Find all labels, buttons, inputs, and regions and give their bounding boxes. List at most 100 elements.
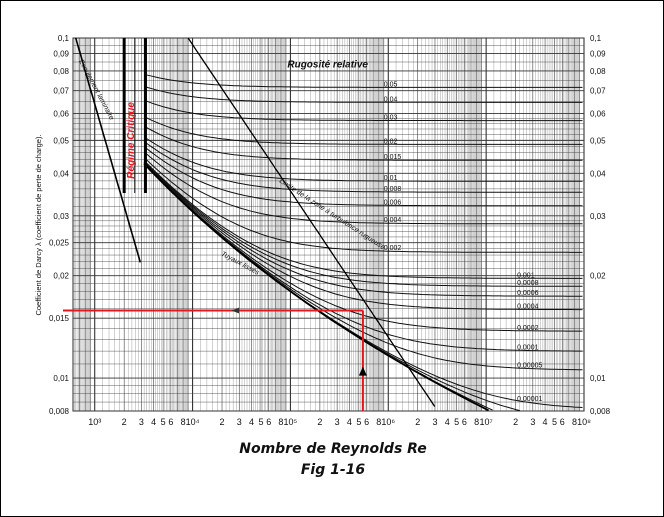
roughness-curve — [143, 157, 583, 253]
y-tick-label-left: 0,05 — [53, 136, 69, 145]
x-tick-label: 10⁷ — [480, 417, 493, 427]
y-tick-label-left: 0,025 — [49, 239, 70, 248]
x-tick-label: 10⁶ — [381, 417, 395, 427]
x-tick-label: 2 — [317, 417, 322, 427]
x-tick-label: 5 — [454, 417, 459, 427]
y-tick-label-left: 0,04 — [53, 169, 69, 178]
x-tick-labels: 10³ 2 3 4 5 6 8 10⁴ 2 3 4 5 6 8 10⁵ 2 3 4 5 6 8 10⁶ 2 3 4 5 6 8 10⁷ 2… — [88, 417, 591, 427]
critical-region: Régime Critique — [122, 38, 147, 194]
y-tick-label-left: 0,015 — [49, 314, 70, 323]
x-tick-label: 8 — [278, 417, 283, 427]
roughness-label: 0,002 — [384, 245, 402, 252]
x-tick-label: 5 — [258, 417, 263, 427]
x-tick-label: 5 — [356, 417, 361, 427]
roughness-label: 0,015 — [384, 154, 402, 161]
y-tick-label-left: 0,1 — [58, 34, 70, 43]
x-tick-label: 6 — [364, 417, 369, 427]
x-tick-label: 4 — [347, 417, 352, 427]
roughness-curve — [143, 160, 583, 287]
y-tick-label-right: 0,008 — [590, 407, 611, 416]
reading-up-arrow — [358, 366, 367, 376]
x-tick-label: 4 — [543, 417, 548, 427]
y-tick-label-right: 0,1 — [590, 34, 602, 43]
roughness-curve — [143, 73, 583, 88]
y-tick-label-right: 0,08 — [590, 67, 606, 76]
y-tick-label-right: 0,02 — [590, 272, 606, 281]
x-tick-label: 10⁸ — [577, 417, 591, 427]
y-tick-label-left: 0,008 — [49, 407, 70, 416]
y-tick-labels: 0,1 0,1 0,09 0,09 0,08 0,08 0,07 0,07 0,06 0,06 0,… — [49, 34, 611, 416]
roughness-label: 0,00005 — [517, 362, 542, 369]
roughness-curve — [143, 160, 583, 279]
roughness-curve — [143, 125, 583, 161]
x-tick-label: 4 — [445, 417, 450, 427]
reading-lines — [63, 307, 367, 411]
roughness-label: 0,01 — [384, 175, 398, 182]
x-axis-title: Nombre de Reynolds Re — [239, 441, 427, 457]
roughness-label: 0,0002 — [517, 325, 539, 332]
x-tick-label: 3 — [335, 417, 340, 427]
roughness-curve — [143, 146, 583, 207]
x-tick-label: 10⁴ — [186, 417, 200, 427]
y-axis-title: Coefficient de Darcy λ (coefficient de p… — [34, 134, 43, 315]
y-tick-label-right: 0,03 — [590, 212, 606, 221]
roughness-label: 0,02 — [384, 138, 398, 145]
y-tick-label-left: 0,02 — [53, 272, 69, 281]
roughness-curve — [143, 116, 583, 145]
roughness-curve — [143, 85, 583, 103]
roughness-curve — [143, 141, 583, 193]
x-tick-label: 4 — [249, 417, 254, 427]
roughness-curve — [143, 151, 583, 225]
figure-caption: Fig 1-16 — [300, 462, 366, 478]
plot-area — [72, 37, 585, 412]
roughness-curve — [143, 136, 583, 182]
x-tick-label: 2 — [415, 417, 420, 427]
roughness-label: 0,0006 — [517, 290, 539, 297]
x-tick-label: 10³ — [88, 417, 101, 427]
roughness-label: 0,05 — [384, 81, 398, 88]
roughness-label: 0,0004 — [517, 303, 539, 310]
roughness-label: 0,0001 — [517, 344, 539, 351]
x-tick-label: 8 — [376, 417, 381, 427]
roughness-label: 0,004 — [384, 217, 402, 224]
rough-zone-limit-line — [187, 37, 436, 407]
x-tick-label: 3 — [139, 417, 144, 427]
roughness-label: 0,03 — [384, 114, 398, 121]
x-tick-label: 8 — [181, 417, 186, 427]
roughness-label: 0,04 — [384, 96, 398, 103]
y-tick-label-left: 0,03 — [53, 212, 69, 221]
laminar-line — [74, 37, 142, 263]
x-tick-label: 6 — [560, 417, 565, 427]
y-tick-label-left: 0,09 — [53, 50, 69, 59]
x-tick-label: 2 — [122, 417, 127, 427]
x-tick-label: 8 — [572, 417, 577, 427]
x-tick-label: 6 — [462, 417, 467, 427]
y-tick-label-left: 0,07 — [53, 87, 69, 96]
x-tick-label: 2 — [220, 417, 225, 427]
y-tick-label-left: 0,01 — [53, 374, 69, 383]
roughness-label: 0,00001 — [517, 396, 542, 403]
roughness-labels: 0,05 0,04 0,03 0,02 0,015 0,01 0,008 0,006 0,004… — [384, 81, 543, 403]
critical-region-label: Régime Critique — [126, 102, 137, 179]
x-tick-label: 3 — [237, 417, 242, 427]
roughness-title: Rugosité relative — [287, 59, 368, 70]
reading-left-arrow — [231, 307, 240, 314]
x-tick-label: 3 — [530, 417, 535, 427]
x-tick-label: 2 — [513, 417, 518, 427]
y-tick-label-left: 0,08 — [53, 67, 69, 76]
y-tick-label-right: 0,07 — [590, 87, 606, 96]
y-tick-label-right: 0,06 — [590, 109, 606, 118]
y-tick-label-right: 0,01 — [590, 374, 606, 383]
roughness-label: 0,008 — [384, 186, 402, 193]
roughness-label: 0,006 — [384, 199, 402, 206]
x-tick-label: 4 — [151, 417, 156, 427]
y-tick-label-right: 0,09 — [590, 50, 606, 59]
y-tick-label-right: 0,05 — [590, 136, 606, 145]
x-tick-label: 6 — [266, 417, 271, 427]
y-tick-label-right: 0,04 — [590, 169, 606, 178]
x-tick-label: 6 — [168, 417, 173, 427]
x-tick-label: 8 — [474, 417, 479, 427]
x-tick-label: 10⁵ — [284, 417, 298, 427]
